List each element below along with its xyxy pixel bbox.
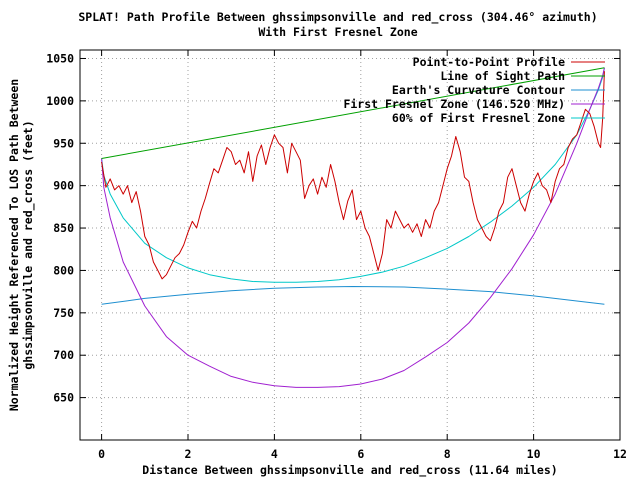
y-tick-label: 950 <box>53 136 74 150</box>
series-lines <box>101 67 605 388</box>
y-axis-label-line1: Normalized Height Referenced To LOS Path… <box>7 79 21 411</box>
legend-label: Line of Sight Path <box>440 69 565 83</box>
legend-label: 60% of First Fresnel Zone <box>392 111 565 125</box>
y-tick-label: 800 <box>53 263 74 277</box>
x-tick-label: 12 <box>613 447 627 461</box>
series-line-first-fresnel-zone-146-520-mhz <box>101 67 605 388</box>
legend-label: First Fresnel Zone (146.520 MHz) <box>343 97 565 111</box>
x-tick-label: 8 <box>444 447 451 461</box>
chart-subtitle: With First Fresnel Zone <box>258 25 417 39</box>
y-tick-label: 900 <box>53 179 74 193</box>
x-tick-label: 2 <box>185 447 192 461</box>
legend-label: Earth's Curvature Contour <box>392 83 565 97</box>
x-axis-ticks: 0 2 4 6 8 10 12 <box>98 50 627 461</box>
series-line-60-of-first-fresnel-zone <box>101 67 605 283</box>
y-tick-label: 1050 <box>46 51 74 65</box>
series-line-point-to-point-profile <box>101 71 605 280</box>
legend-label: Point-to-Point Profile <box>413 55 565 69</box>
series-line-line-of-sight-path <box>101 67 605 159</box>
x-tick-label: 0 <box>98 447 105 461</box>
y-tick-label: 650 <box>53 391 74 405</box>
x-tick-label: 10 <box>527 447 541 461</box>
y-tick-label: 1000 <box>46 94 74 108</box>
y-axis-label-line2: ghssimpsonville and red_cross (feet) <box>21 120 36 369</box>
plot-frame <box>79 49 621 441</box>
series-line-earth-s-curvature-contour <box>101 286 605 305</box>
x-tick-label: 4 <box>271 447 278 461</box>
x-axis-label: Distance Between ghssimpsonville and red… <box>142 463 557 478</box>
y-tick-label: 850 <box>53 221 74 235</box>
y-tick-label: 700 <box>53 348 74 362</box>
y-axis-ticks: 650 700 750 800 850 900 950 1000 1050 <box>46 51 620 405</box>
y-tick-label: 750 <box>53 306 74 320</box>
chart-title: SPLAT! Path Profile Between ghssimpsonvi… <box>78 10 597 25</box>
x-tick-label: 6 <box>357 447 364 461</box>
